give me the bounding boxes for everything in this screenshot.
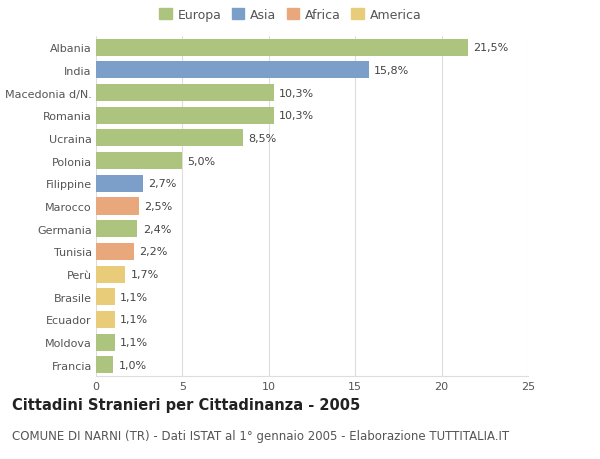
Bar xyxy=(96,175,143,192)
Text: 5,0%: 5,0% xyxy=(188,156,216,166)
Bar xyxy=(96,221,137,238)
Bar xyxy=(96,289,115,306)
Bar xyxy=(96,198,139,215)
Bar xyxy=(96,107,274,124)
Legend: Europa, Asia, Africa, America: Europa, Asia, Africa, America xyxy=(154,4,427,27)
Text: 10,3%: 10,3% xyxy=(279,111,314,121)
Bar xyxy=(96,334,115,351)
Text: 1,7%: 1,7% xyxy=(131,269,159,280)
Text: Cittadini Stranieri per Cittadinanza - 2005: Cittadini Stranieri per Cittadinanza - 2… xyxy=(12,397,360,412)
Text: 1,1%: 1,1% xyxy=(120,292,148,302)
Bar xyxy=(96,85,274,102)
Text: 21,5%: 21,5% xyxy=(473,43,508,53)
Bar xyxy=(96,243,134,260)
Text: 10,3%: 10,3% xyxy=(279,88,314,98)
Text: 15,8%: 15,8% xyxy=(374,66,409,76)
Bar xyxy=(96,266,125,283)
Text: 2,5%: 2,5% xyxy=(145,202,173,212)
Bar xyxy=(96,311,115,328)
Bar xyxy=(96,39,467,56)
Text: 2,7%: 2,7% xyxy=(148,179,176,189)
Text: COMUNE DI NARNI (TR) - Dati ISTAT al 1° gennaio 2005 - Elaborazione TUTTITALIA.I: COMUNE DI NARNI (TR) - Dati ISTAT al 1° … xyxy=(12,429,509,442)
Bar xyxy=(96,130,243,147)
Text: 2,2%: 2,2% xyxy=(139,247,167,257)
Text: 1,1%: 1,1% xyxy=(120,315,148,325)
Bar xyxy=(96,153,182,170)
Text: 1,0%: 1,0% xyxy=(118,360,146,370)
Bar xyxy=(96,62,369,79)
Text: 1,1%: 1,1% xyxy=(120,337,148,347)
Text: 2,4%: 2,4% xyxy=(143,224,171,234)
Text: 8,5%: 8,5% xyxy=(248,134,277,144)
Bar xyxy=(96,357,113,374)
